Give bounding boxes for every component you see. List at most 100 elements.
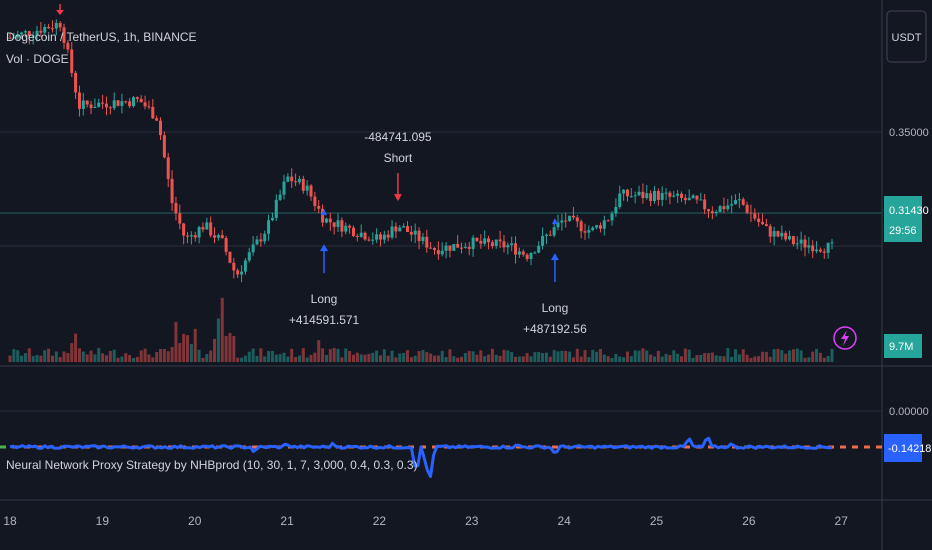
candle-body bbox=[112, 100, 116, 109]
volume-bar bbox=[104, 355, 108, 362]
volume-bar bbox=[375, 350, 379, 362]
volume-bar bbox=[12, 349, 16, 362]
candle-body bbox=[81, 100, 85, 109]
volume-bar bbox=[240, 357, 244, 362]
candle-body bbox=[656, 191, 660, 200]
candle-body bbox=[247, 252, 251, 261]
volume-bar bbox=[124, 353, 128, 362]
candle-body bbox=[359, 232, 363, 237]
volume-bar bbox=[313, 352, 317, 362]
candle-body bbox=[479, 240, 483, 244]
currency-button[interactable] bbox=[886, 10, 927, 63]
candle-body bbox=[332, 222, 336, 227]
volume-bar bbox=[525, 353, 529, 362]
candle-body bbox=[363, 232, 367, 240]
volume-bar bbox=[101, 353, 105, 362]
candle-body bbox=[826, 242, 830, 253]
volume-bar bbox=[433, 355, 437, 362]
candle-body bbox=[718, 206, 722, 213]
candle-body bbox=[321, 208, 325, 223]
volume-bar bbox=[656, 350, 660, 362]
lightning-icon-ring[interactable] bbox=[833, 326, 857, 350]
volume-bar bbox=[182, 333, 186, 362]
volume-bar bbox=[247, 351, 251, 362]
volume-bar bbox=[757, 356, 761, 362]
lightning-icon[interactable] bbox=[841, 330, 849, 346]
candle-body bbox=[124, 101, 128, 103]
volume-bar bbox=[162, 349, 166, 362]
volume-bar bbox=[236, 357, 240, 362]
candle-body bbox=[691, 195, 695, 198]
candle-body bbox=[436, 250, 440, 255]
candle-body bbox=[263, 233, 267, 242]
volume-legend[interactable]: Vol · DOGE bbox=[6, 52, 69, 66]
volume-bar bbox=[710, 352, 714, 362]
volume-bar bbox=[251, 348, 255, 362]
time-axis-tick-label: 23 bbox=[465, 514, 479, 528]
volume-bar bbox=[560, 350, 564, 362]
volume-bar bbox=[409, 357, 413, 362]
candle-body bbox=[487, 238, 491, 243]
candle-body bbox=[734, 200, 738, 205]
candle-body bbox=[240, 271, 244, 275]
candle-body bbox=[290, 176, 294, 182]
volume-bar bbox=[575, 348, 579, 362]
volume-bar bbox=[737, 354, 741, 362]
currency-button-label: USDT bbox=[892, 32, 922, 44]
candle-body bbox=[259, 239, 263, 242]
volume-bar bbox=[193, 328, 197, 362]
candle-body bbox=[228, 251, 232, 263]
candle-body bbox=[328, 218, 332, 223]
time-axis-tick-label: 27 bbox=[835, 514, 849, 528]
candle-body bbox=[768, 226, 772, 237]
candle-body bbox=[683, 197, 687, 201]
volume-bar bbox=[714, 355, 718, 362]
candle-body bbox=[598, 225, 602, 229]
volume-last-value: 9.7M bbox=[889, 341, 913, 353]
volume-bar bbox=[537, 351, 541, 362]
candle-body bbox=[660, 193, 664, 200]
volume-bar bbox=[645, 350, 649, 362]
volume-bar bbox=[97, 348, 101, 362]
time-axis-tick-label: 22 bbox=[373, 514, 387, 528]
candle-body bbox=[85, 100, 89, 105]
candle-body bbox=[89, 104, 93, 109]
symbol-title[interactable]: Dogecoin / TetherUS, 1h, BINANCE bbox=[6, 30, 197, 44]
candle-body bbox=[336, 220, 340, 227]
volume-bar bbox=[143, 348, 147, 362]
volume-bar bbox=[116, 357, 120, 362]
candle-body bbox=[116, 100, 120, 106]
volume-bar bbox=[317, 340, 321, 362]
volume-bar bbox=[147, 354, 151, 362]
volume-bar bbox=[328, 349, 332, 362]
candle-body bbox=[714, 212, 718, 214]
volume-bar bbox=[533, 352, 537, 362]
volume-bar bbox=[780, 350, 784, 362]
candle-body bbox=[745, 204, 749, 213]
candle-body bbox=[517, 251, 521, 255]
candle-body bbox=[189, 235, 193, 237]
candle-body bbox=[722, 206, 726, 210]
long-trade-pnl: +414591.571 bbox=[289, 313, 360, 327]
volume-bar bbox=[579, 356, 583, 362]
indicator-legend[interactable]: Neural Network Proxy Strategy by NHBprod… bbox=[6, 458, 418, 472]
volume-bar bbox=[371, 352, 375, 362]
candle-body bbox=[413, 230, 417, 235]
volume-bar bbox=[749, 357, 753, 362]
candle-body bbox=[679, 193, 683, 198]
volume-bar bbox=[367, 353, 371, 362]
volume-bar bbox=[58, 357, 62, 362]
candle-body bbox=[440, 250, 444, 255]
volume-bar bbox=[54, 351, 58, 362]
volume-bar bbox=[421, 350, 425, 362]
candle-body bbox=[282, 181, 286, 195]
volume-bar bbox=[745, 354, 749, 362]
candle-body bbox=[186, 235, 190, 237]
candle-body bbox=[737, 199, 741, 201]
candle-body bbox=[452, 243, 456, 251]
volume-bar bbox=[571, 357, 575, 362]
volume-bar bbox=[20, 355, 24, 362]
candle-body bbox=[652, 191, 656, 202]
volume-bar bbox=[552, 350, 556, 362]
